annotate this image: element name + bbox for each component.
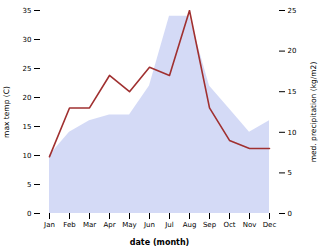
svg-text:Nov: Nov bbox=[243, 221, 257, 229]
svg-text:Apr: Apr bbox=[103, 221, 115, 229]
svg-text:25: 25 bbox=[23, 65, 32, 73]
svg-text:15: 15 bbox=[23, 123, 32, 131]
svg-text:10: 10 bbox=[23, 152, 32, 160]
svg-text:Aug: Aug bbox=[183, 221, 197, 229]
svg-text:10: 10 bbox=[288, 129, 297, 137]
svg-text:date (month): date (month) bbox=[130, 238, 190, 247]
svg-text:0: 0 bbox=[288, 210, 292, 218]
svg-text:Feb: Feb bbox=[63, 221, 76, 229]
svg-text:Mar: Mar bbox=[83, 221, 96, 229]
svg-text:Jul: Jul bbox=[164, 221, 174, 229]
svg-text:0: 0 bbox=[27, 210, 31, 218]
svg-text:max temp (C): max temp (C) bbox=[2, 86, 11, 138]
svg-text:30: 30 bbox=[23, 36, 32, 44]
svg-text:Jun: Jun bbox=[143, 221, 155, 229]
svg-text:20: 20 bbox=[23, 94, 32, 102]
svg-text:5: 5 bbox=[288, 169, 292, 177]
svg-text:5: 5 bbox=[27, 181, 31, 189]
svg-text:May: May bbox=[122, 221, 136, 229]
svg-text:Oct: Oct bbox=[223, 221, 235, 229]
svg-text:med. precipitation (kg/m2): med. precipitation (kg/m2) bbox=[309, 62, 318, 163]
svg-text:Jan: Jan bbox=[43, 221, 55, 229]
svg-text:25: 25 bbox=[288, 7, 297, 15]
svg-text:35: 35 bbox=[23, 7, 32, 15]
svg-text:15: 15 bbox=[288, 88, 297, 96]
svg-text:Dec: Dec bbox=[263, 221, 277, 229]
svg-text:20: 20 bbox=[288, 47, 297, 55]
svg-text:Sep: Sep bbox=[203, 221, 217, 229]
